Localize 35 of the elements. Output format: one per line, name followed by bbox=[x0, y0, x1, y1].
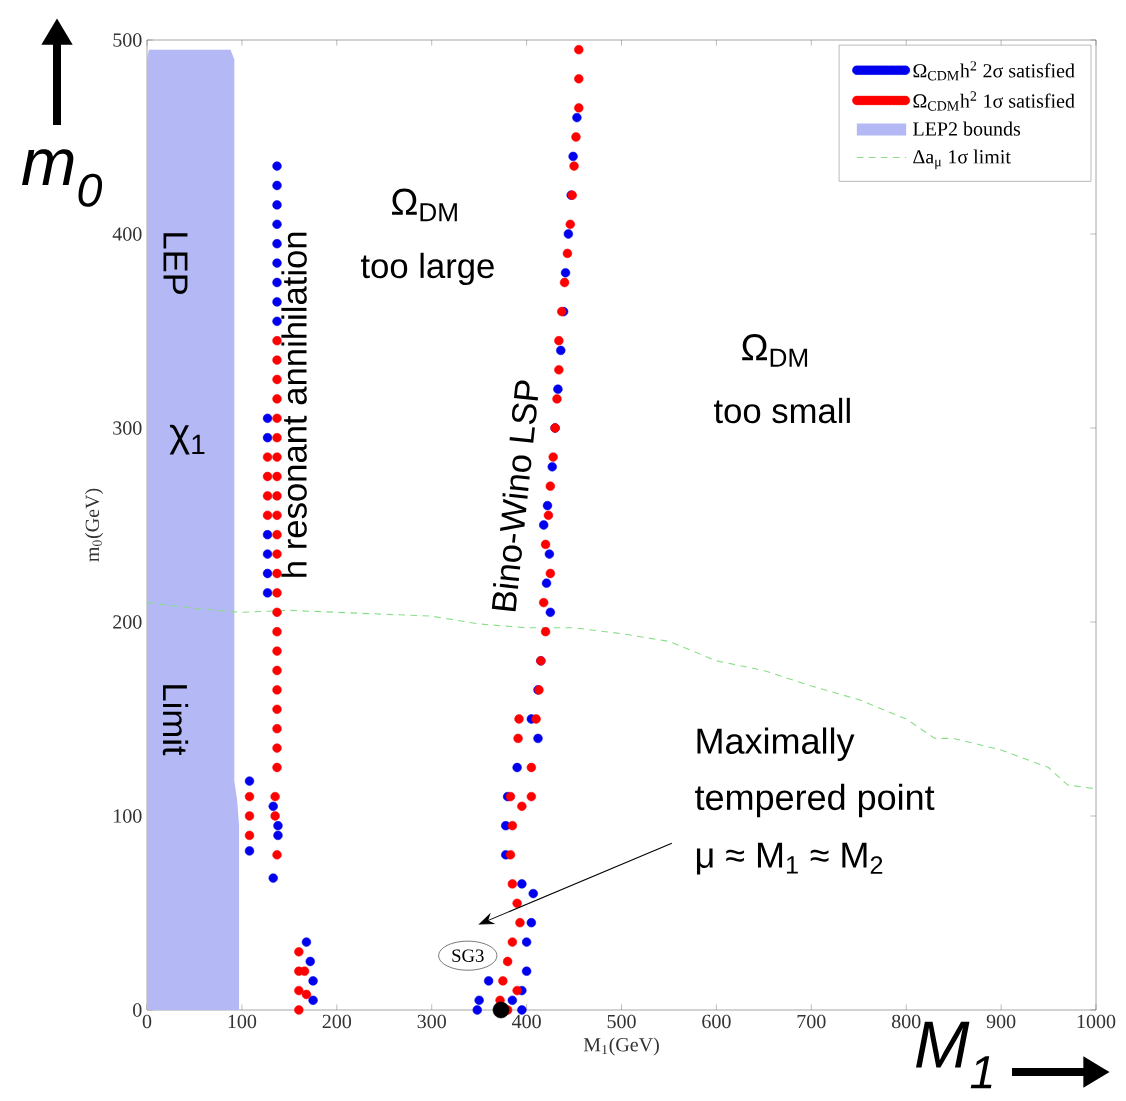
annotation: too small bbox=[714, 397, 850, 424]
legend-label: Ω$_{CDM}$h$^{2}$ 2σ satisfied bbox=[913, 61, 1075, 81]
annotation: μ ≈ M$_{1}$ ≈ M$_{2}$ bbox=[696, 842, 883, 875]
x-tick-label: 200 bbox=[322, 1014, 352, 1029]
y-tick-label: 0 bbox=[133, 1003, 142, 1017]
annotation: tempered point bbox=[695, 783, 935, 818]
x-tick-label: 400 bbox=[512, 1014, 541, 1029]
x-tick-label: 600 bbox=[702, 1014, 731, 1029]
annotation: LEP bbox=[163, 233, 188, 295]
legend-label: Δa$_{μ}$ 1σ limit bbox=[913, 149, 1011, 170]
y-tick-label: 400 bbox=[112, 227, 142, 241]
x-tick-label: 1000 bbox=[1077, 1014, 1116, 1029]
x-tick-label: 100 bbox=[228, 1014, 257, 1029]
annotation: χ$_{1}$ bbox=[169, 424, 205, 455]
annotation: h resonant annihilation bbox=[281, 232, 307, 577]
x-axis-title: M$_{1}$(GeV) bbox=[583, 1037, 659, 1056]
annotation: SG3 bbox=[452, 949, 484, 962]
y-tick-label: 300 bbox=[113, 421, 142, 435]
legend-label: Ω$_{CDM}$h$^{2}$ 1σ satisfied bbox=[913, 91, 1075, 111]
x-tick-label: 300 bbox=[417, 1014, 446, 1029]
annotation: too large bbox=[360, 252, 494, 286]
y-tick-label: 500 bbox=[113, 33, 142, 47]
y-tick-label: 200 bbox=[113, 615, 142, 629]
x-tick-label: 0 bbox=[142, 1014, 152, 1029]
annotation: Bino-Wino LSP bbox=[491, 380, 539, 612]
annotation: Limit bbox=[162, 685, 189, 756]
annotation: Maximally bbox=[697, 727, 855, 761]
y-tick-label: 100 bbox=[114, 809, 142, 823]
x-tick-label: 500 bbox=[607, 1014, 636, 1029]
annotation: Ω$_{DM}$ bbox=[742, 334, 808, 367]
x-tick-label: 700 bbox=[797, 1014, 826, 1029]
y-axis-title: m$_{0}$(GeV) bbox=[85, 488, 104, 562]
legend-label: LEP2 bounds bbox=[913, 121, 1021, 136]
text: m$_{0}$ bbox=[22, 149, 103, 207]
annotation: Ω$_{DM}$ bbox=[392, 188, 457, 222]
